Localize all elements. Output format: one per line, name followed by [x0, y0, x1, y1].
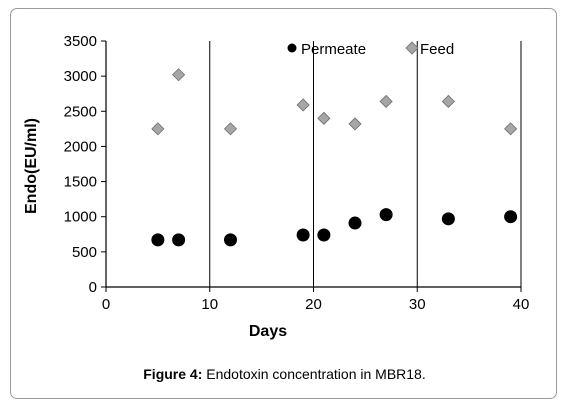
y-tick-label: 1500: [64, 174, 97, 191]
feed-point: [172, 68, 186, 82]
legend-feed-label: Feed: [420, 41, 454, 58]
permeate-point: [348, 216, 362, 230]
caption-lead: Figure 4:: [143, 366, 203, 382]
permeate-point: [441, 212, 455, 226]
feed-point: [379, 94, 393, 109]
x-tick-label: 40: [513, 296, 530, 313]
permeate-point: [172, 233, 186, 247]
figure-frame: [10, 8, 557, 399]
permeate-point: [504, 210, 518, 224]
y-tick-label: 3500: [64, 33, 97, 50]
y-tick-label: 3000: [64, 68, 97, 85]
x-tick-label: 0: [102, 296, 110, 313]
y-tick-label: 0: [89, 279, 97, 296]
feed-point: [504, 122, 518, 136]
permeate-point: [151, 233, 165, 247]
feed-point: [296, 98, 310, 112]
feed-point: [223, 122, 238, 136]
y-tick-label: 1000: [64, 209, 97, 226]
permeate-point: [379, 208, 393, 222]
y-axis-title: Endo(EU/ml): [23, 118, 40, 214]
y-tick-labels: 0 500 1000 1500 2000 2500 3000 3500: [64, 33, 97, 296]
x-tick-labels: 0 10 20 30 40: [102, 296, 530, 313]
x-tick-label: 30: [409, 296, 426, 313]
figure-caption: Figure 4: Endotoxin concentration in MBR…: [0, 366, 569, 382]
x-tick-label: 10: [201, 296, 218, 313]
x-axis-title: Days: [249, 323, 287, 340]
chart-axes: [101, 40, 522, 292]
y-tick-label: 2500: [64, 103, 97, 120]
x-tick-label: 20: [305, 296, 322, 313]
caption-text: Endotoxin concentration in MBR18.: [202, 366, 426, 382]
y-tick-label: 500: [72, 244, 97, 261]
permeate-point: [296, 228, 310, 242]
feed-point: [348, 117, 362, 131]
feed-point: [441, 94, 455, 109]
legend-permeate-marker: [287, 43, 297, 53]
feed-point: [317, 111, 331, 125]
y-tick-label: 2000: [64, 138, 97, 155]
permeate-point: [317, 228, 331, 242]
data-points: [151, 68, 518, 247]
feed-point: [151, 122, 165, 136]
chart-legend: Permeate Feed: [287, 41, 454, 58]
legend-feed-marker: [405, 41, 419, 55]
scatter-chart: 0 500 1000 1500 2000 2500 3000 3500 0 10 20 30 40 E…: [23, 33, 530, 340]
legend-permeate-label: Permeate: [301, 41, 366, 58]
permeate-point: [224, 233, 237, 247]
chart-grid: [209, 41, 522, 287]
